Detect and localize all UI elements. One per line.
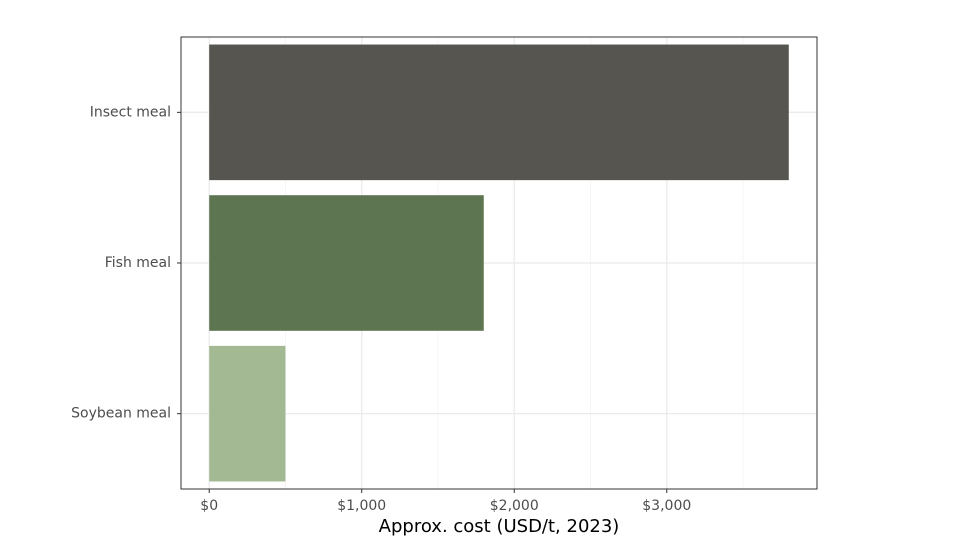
- x-tick-label: $3,000: [642, 498, 691, 514]
- y-tick-label: Insect meal: [90, 104, 171, 120]
- x-axis-title: Approx. cost (USD/t, 2023): [379, 516, 620, 537]
- x-axis: $0 $1,000 $2,000 $3,000: [200, 489, 691, 514]
- y-tick-label: Soybean meal: [71, 406, 171, 422]
- x-tick-label: $1,000: [337, 498, 386, 514]
- y-axis: Insect meal Fish meal Soybean meal: [71, 104, 181, 422]
- x-tick-label: $2,000: [490, 498, 539, 514]
- bar-soybean-meal: [209, 345, 286, 482]
- bar-fish-meal: [209, 195, 484, 331]
- bar-insect-meal: [209, 44, 789, 181]
- y-tick-label: Fish meal: [105, 255, 171, 271]
- bars: [209, 44, 789, 482]
- x-tick-label: $0: [200, 498, 218, 514]
